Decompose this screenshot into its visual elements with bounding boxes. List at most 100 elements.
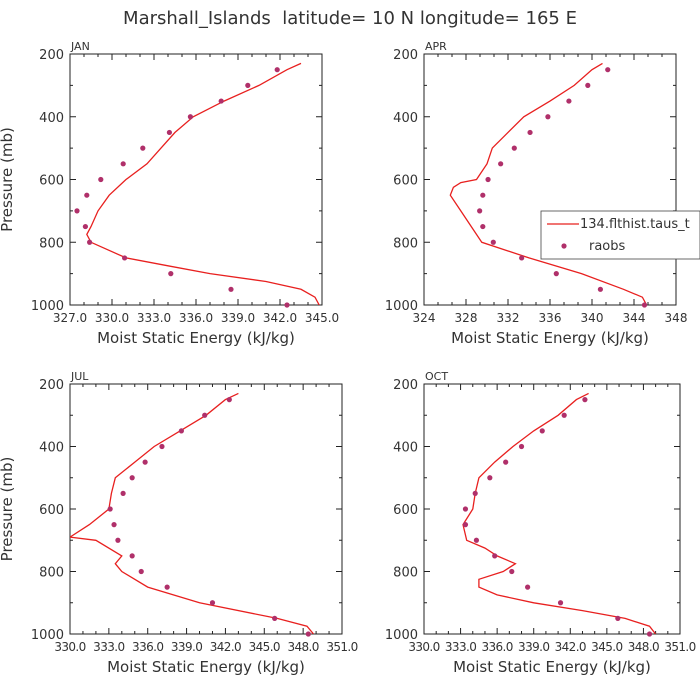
panel-label: JAN bbox=[70, 40, 90, 53]
raobs-point bbox=[178, 428, 184, 434]
raobs-point bbox=[566, 98, 572, 104]
y-tick-label: 400 bbox=[39, 111, 64, 126]
x-tick-label: 345.0 bbox=[591, 640, 622, 654]
raobs-point bbox=[561, 412, 567, 418]
x-tick-label: 336.0 bbox=[481, 640, 512, 654]
raobs-point bbox=[218, 98, 224, 104]
raobs-point bbox=[84, 192, 90, 198]
raobs-point bbox=[557, 600, 564, 606]
raobs-point bbox=[272, 615, 278, 621]
raobs-point bbox=[485, 176, 491, 183]
y-axis-label: Pressure (mb) bbox=[0, 457, 16, 562]
raobs-point bbox=[597, 286, 604, 292]
y-tick-label: 200 bbox=[39, 378, 64, 393]
y-tick-label: 1000 bbox=[31, 299, 64, 314]
raobs-point bbox=[209, 600, 216, 606]
y-tick-label: 200 bbox=[39, 48, 64, 63]
x-tick-label: 330.0 bbox=[408, 640, 439, 654]
raobs-point bbox=[187, 114, 193, 120]
x-tick-label: 339.0 bbox=[518, 640, 549, 654]
y-tick-label: 1000 bbox=[385, 299, 418, 314]
x-axis-label: Moist Static Energy (kJ/kg) bbox=[107, 658, 305, 676]
y-tick-label: 600 bbox=[39, 503, 64, 518]
raobs-point bbox=[646, 631, 653, 637]
raobs-point bbox=[120, 490, 126, 496]
raobs-point bbox=[480, 192, 486, 198]
x-tick-label: 342.0 bbox=[263, 311, 297, 325]
y-tick-label: 200 bbox=[393, 48, 418, 63]
x-tick-label: 333.0 bbox=[137, 311, 171, 325]
raobs-point bbox=[477, 208, 483, 214]
x-tick-label: 344 bbox=[623, 311, 646, 325]
x-tick-label: 342.0 bbox=[210, 640, 241, 654]
raobs-point bbox=[82, 223, 88, 230]
y-tick-label: 800 bbox=[393, 566, 418, 581]
raobs-point bbox=[87, 239, 93, 245]
raobs-point bbox=[142, 459, 148, 465]
model-line bbox=[86, 62, 320, 305]
x-tick-label: 348 bbox=[665, 311, 688, 325]
raobs-point bbox=[202, 412, 208, 418]
x-tick-label: 339.0 bbox=[171, 640, 202, 654]
raobs-point bbox=[168, 271, 174, 277]
legend-entry: 134.flthist.taus_t bbox=[580, 217, 690, 232]
raobs-point bbox=[498, 161, 504, 167]
y-tick-label: 600 bbox=[39, 174, 64, 189]
raobs-point bbox=[129, 553, 135, 559]
panel-label: JUL bbox=[70, 370, 89, 383]
raobs-point bbox=[107, 506, 113, 512]
raobs-point bbox=[487, 475, 493, 481]
y-tick-label: 800 bbox=[39, 566, 64, 581]
x-axis-label: Moist Static Energy (kJ/kg) bbox=[97, 329, 295, 347]
x-tick-label: 345.0 bbox=[305, 311, 339, 325]
raobs-point bbox=[129, 475, 135, 481]
raobs-point bbox=[284, 302, 290, 308]
raobs-point bbox=[120, 161, 126, 167]
legend-entry: raobs bbox=[589, 239, 626, 254]
y-tick-label: 400 bbox=[39, 441, 64, 456]
y-tick-label: 400 bbox=[393, 441, 418, 456]
y-tick-label: 600 bbox=[393, 503, 418, 518]
y-tick-label: 400 bbox=[393, 111, 418, 126]
raobs-point bbox=[74, 208, 80, 214]
raobs-point bbox=[503, 459, 509, 465]
raobs-point bbox=[539, 428, 545, 434]
figure-title: Marshall_Islands latitude= 10 N longitud… bbox=[123, 8, 577, 29]
panel-label: OCT bbox=[425, 370, 448, 383]
y-tick-label: 1000 bbox=[31, 628, 64, 643]
raobs-point bbox=[525, 584, 531, 590]
raobs-point bbox=[518, 443, 525, 450]
plot-frame bbox=[423, 383, 681, 635]
y-tick-label: 800 bbox=[39, 236, 64, 251]
raobs-point bbox=[462, 506, 469, 512]
raobs-point bbox=[492, 553, 498, 559]
x-tick-label: 327.0 bbox=[53, 311, 87, 325]
plot-frame bbox=[423, 53, 677, 306]
raobs-point bbox=[164, 584, 170, 590]
x-axis-label: Moist Static Energy (kJ/kg) bbox=[453, 658, 651, 676]
x-tick-label: 336.0 bbox=[132, 640, 163, 654]
x-tick-label: 330.0 bbox=[95, 311, 129, 325]
x-tick-label: 351.0 bbox=[664, 640, 695, 654]
raobs-point bbox=[274, 67, 280, 73]
raobs-point bbox=[605, 67, 611, 73]
y-tick-label: 600 bbox=[393, 174, 418, 189]
x-tick-label: 351.0 bbox=[326, 640, 357, 654]
x-tick-label: 342.0 bbox=[555, 640, 586, 654]
raobs-point bbox=[472, 490, 478, 496]
x-tick-label: 332 bbox=[497, 311, 520, 325]
raobs-point bbox=[582, 397, 588, 403]
x-tick-label: 348.0 bbox=[628, 640, 659, 654]
legend-point-swatch bbox=[561, 243, 567, 249]
model-line bbox=[70, 392, 314, 634]
raobs-point bbox=[138, 568, 144, 575]
x-tick-label: 340 bbox=[581, 311, 604, 325]
x-tick-label: 339.0 bbox=[221, 311, 255, 325]
raobs-point bbox=[245, 82, 251, 88]
raobs-point bbox=[545, 114, 551, 120]
